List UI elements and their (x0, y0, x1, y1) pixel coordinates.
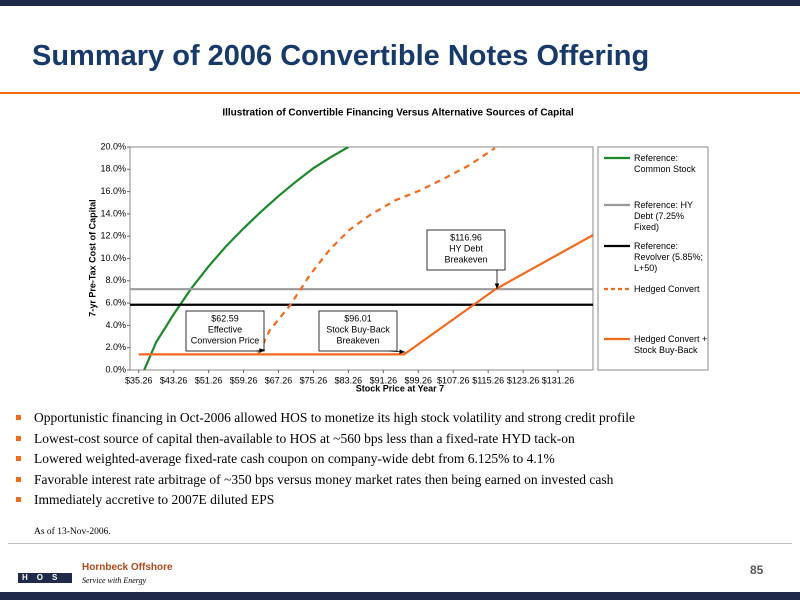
y-tick-label: 14.0% (100, 208, 126, 218)
arrow-head (399, 349, 405, 354)
tagline: Service with Energy (82, 576, 147, 585)
y-tick-label: 18.0% (100, 164, 126, 174)
bullet: Immediately accretive to 2007E diluted E… (12, 490, 635, 511)
bullet: Favorable interest rate arbitrage of ~35… (12, 470, 635, 491)
legend-frame (597, 146, 709, 371)
series-line (257, 147, 496, 355)
footer-rule (8, 543, 792, 544)
legend-label: Reference: Common Stock (634, 153, 696, 174)
annotation-text: $116.96 (450, 232, 482, 242)
x-tick-label: $35.26 (125, 375, 153, 385)
annotation-text: Conversion Price (191, 335, 260, 345)
title-rule (0, 92, 800, 94)
legend-label: Hedged Convert (634, 284, 700, 294)
x-tick-label: $115.26 (472, 375, 504, 385)
legend-label: Reference: Revolver (5.85%; L+50) (634, 241, 704, 273)
bullet: Opportunistic financing in Oct-2006 allo… (12, 408, 635, 429)
legend-label: Reference: HY Debt (7.25% Fixed) (634, 200, 693, 232)
annotation-text: Breakeven (336, 335, 379, 345)
page-number: 85 (750, 563, 764, 577)
arrow-head (259, 348, 265, 353)
chart: Illustration of Convertible Financing Ve… (87, 108, 709, 393)
x-tick-label: $75.26 (300, 375, 328, 385)
bullet: Lowered weighted-average fixed-rate cash… (12, 449, 635, 470)
y-tick-label: 10.0% (100, 253, 126, 263)
annotation-text: $96.01 (344, 313, 372, 323)
annotation-text: Stock Buy-Back (326, 324, 390, 334)
annotation-box (185, 310, 265, 352)
series-line (138, 234, 593, 356)
top-bar (0, 0, 800, 6)
x-axis-label: Stock Price at Year 7 (356, 383, 444, 393)
x-tick-label: $83.26 (335, 375, 363, 385)
y-tick-label: 16.0% (100, 186, 126, 196)
x-tick-label: $131.26 (542, 375, 575, 385)
annotation-text: Breakeven (444, 254, 487, 264)
y-tick-label: 8.0% (105, 275, 126, 285)
logo-letters: HOS (18, 573, 72, 583)
x-tick-label: $51.26 (195, 375, 223, 385)
chart-title: Illustration of Convertible Financing Ve… (222, 108, 574, 119)
y-tick-label: 12.0% (100, 231, 126, 241)
x-tick-label: $91.26 (370, 375, 398, 385)
y-tick-label: 0.0% (105, 364, 126, 374)
company-name: Hornbeck Offshore (82, 562, 173, 573)
bullet-list: Opportunistic financing in Oct-2006 allo… (12, 408, 635, 511)
legend-label: Hedged Convert + Stock Buy-Back (634, 334, 708, 355)
y-tick-label: 4.0% (105, 320, 126, 330)
annotation-text: Effective (208, 324, 242, 334)
x-tick-label: $99.26 (405, 375, 433, 385)
y-tick-label: 2.0% (105, 342, 126, 352)
footnote: As of 13-Nov-2006. (34, 527, 111, 537)
slide-title: Summary of 2006 Convertible Notes Offeri… (32, 40, 650, 72)
bullet: Lowest-cost source of capital then-avail… (12, 429, 635, 450)
x-tick-label: $59.26 (230, 375, 258, 385)
y-tick-label: 6.0% (105, 297, 126, 307)
x-tick-label: $107.26 (437, 375, 470, 385)
arrow-head (494, 283, 500, 289)
x-tick-label: $43.26 (160, 375, 188, 385)
annotation-box (318, 310, 398, 352)
x-tick-label: $123.26 (507, 375, 540, 385)
y-tick-label: 20.0% (100, 141, 126, 151)
y-axis-label: 7-yr Pre-Tax Cost of Capital (87, 199, 97, 316)
x-tick-label: $67.26 (265, 375, 293, 385)
annotation-text: $62.59 (211, 313, 239, 323)
series-line (143, 147, 349, 370)
bottom-bar (0, 592, 800, 600)
annotation-text: HY Debt (449, 243, 483, 253)
annotation-box (426, 229, 506, 271)
